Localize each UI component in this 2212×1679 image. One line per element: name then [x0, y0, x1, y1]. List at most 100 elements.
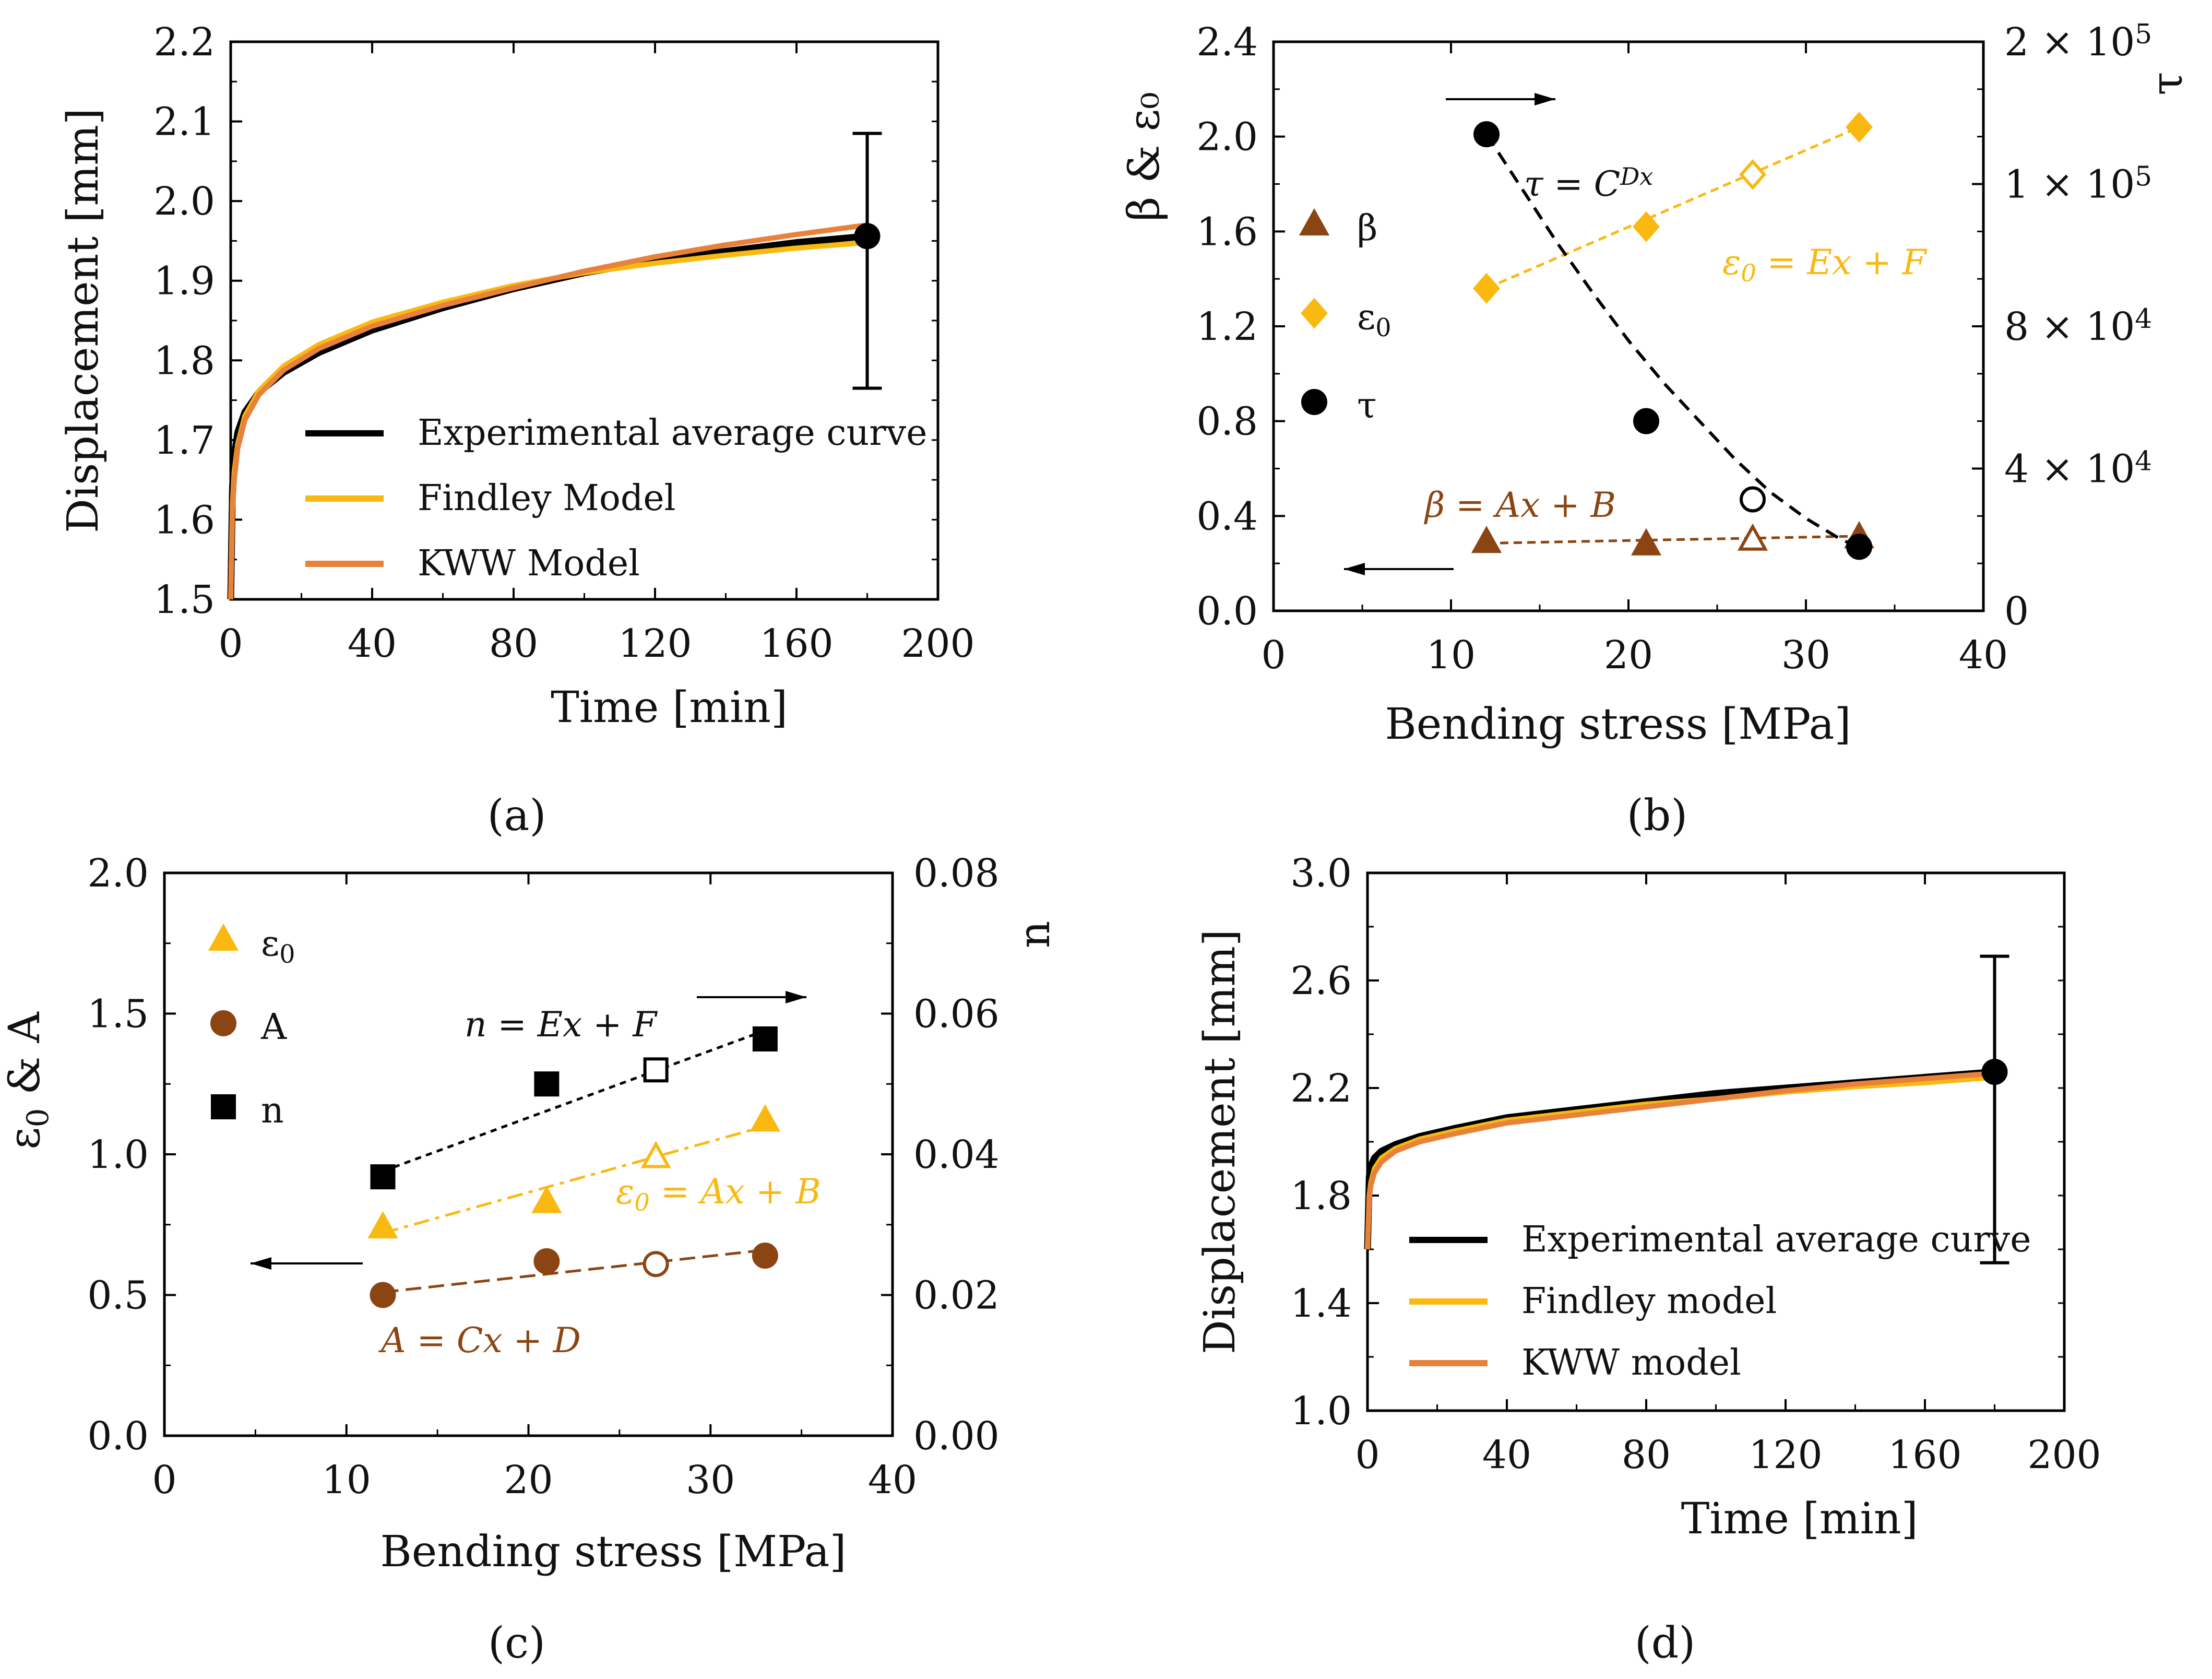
equation-eps: ε0 = Ex + F	[1722, 242, 1928, 287]
y2-tick-label: 0.06	[913, 992, 1000, 1037]
data-point-triangle	[531, 1186, 562, 1213]
legend-label-0: Experimental average curve	[418, 412, 927, 454]
arrow-left-head	[251, 1257, 271, 1270]
x-tick-label: 10	[1426, 633, 1476, 678]
arrow-right-head	[786, 991, 806, 1003]
legend-marker-0	[1299, 208, 1330, 235]
x-tick-label: 160	[1888, 1433, 1961, 1477]
x-tick-label: 40	[868, 1458, 917, 1503]
x-axis-label: Time [min]	[1681, 1494, 1918, 1544]
x-tick-label: 40	[1959, 633, 2008, 678]
data-point-triangle	[367, 1211, 398, 1239]
y-tick-label: 1.5	[153, 577, 215, 622]
fit-line-0	[1486, 535, 1860, 545]
equation-n: n = Ex + F	[465, 1004, 658, 1045]
panel-c: 0 10 20 30 40 0.0 0.5 1.0 1.5 2.0 0.00 0.02 0.04 0.06…	[0, 851, 1060, 1668]
x-tick-label: 0	[1261, 633, 1286, 678]
x-tick-label: 0	[218, 621, 243, 666]
y-tick-label: 2.0	[87, 851, 149, 896]
y-tick-label: 1.5	[87, 992, 149, 1037]
panel-b: 0 10 20 30 40 0.0 0.4 0.8 1.2 1.6 2.0 2.4 0 4 × 104 8 …	[1120, 19, 2192, 841]
legend-marker-1	[1301, 298, 1328, 329]
x-tick-label: 30	[686, 1458, 735, 1503]
y-tick-label: 0.4	[1196, 494, 1258, 539]
y-tick-label: 2.2	[153, 20, 215, 65]
arrow-left-head	[1344, 563, 1365, 575]
data-point-square	[643, 1057, 669, 1083]
y2-tick-label: 1 × 105	[2004, 161, 2152, 207]
plot-frame	[1366, 871, 2066, 1412]
legend-label-2: τ	[1357, 385, 1377, 427]
legend-marker-2	[1301, 389, 1327, 415]
x-tick-label: 160	[759, 621, 833, 666]
y-tick-label: 1.6	[153, 498, 215, 542]
y-tick-label: 2.1	[153, 100, 215, 145]
y2-tick-label: 0.08	[913, 851, 1000, 896]
y-tick-label: 1.9	[153, 259, 215, 304]
legend-label-1: Findley model	[1521, 1281, 1777, 1322]
data-point-circle	[752, 1243, 778, 1269]
x-tick-label: 120	[1749, 1433, 1822, 1477]
y-axis-label: β & ε₀	[1120, 92, 1169, 221]
series-line-2	[1365, 1070, 1995, 1250]
y-tick-label: 1.7	[153, 418, 215, 463]
data-point-square	[752, 1026, 778, 1052]
y-tick-label: 2.4	[1196, 20, 1258, 65]
x-tick-label: 80	[1622, 1433, 1671, 1477]
data-point-diamond	[1633, 211, 1660, 242]
y2-tick-label: 0.00	[913, 1414, 1000, 1459]
legend-label-0: ε0	[261, 923, 295, 969]
data-point-triangle	[1471, 526, 1502, 553]
x-axis-label: Time [min]	[551, 683, 788, 732]
equation-beta: β = Ax + B	[1423, 485, 1616, 525]
x-tick-label: 0	[1355, 1433, 1379, 1477]
data-point-triangle	[750, 1104, 780, 1132]
y2-tick-label: 8 × 104	[2004, 303, 2152, 349]
y-tick-label: 2.6	[1290, 959, 1352, 1003]
y-tick-label: 1.4	[1290, 1281, 1352, 1326]
y-tick-label: 3.0	[1290, 851, 1352, 896]
equation-tau: τ = CDx	[1524, 162, 1653, 204]
data-point-diamond	[1846, 111, 1873, 143]
data-point-circle	[1740, 486, 1766, 513]
y-tick-label: 0.5	[87, 1273, 149, 1318]
y-tick-label: 1.0	[87, 1132, 149, 1177]
x-tick-label: 200	[2027, 1433, 2101, 1477]
legend-marker-0	[208, 923, 239, 951]
legend-label-0: β	[1357, 208, 1377, 249]
series-line-2	[228, 222, 868, 600]
y2-tick-label: 0.04	[913, 1132, 1000, 1177]
y-tick-label: 1.6	[1196, 209, 1258, 254]
data-point-diamond	[1473, 273, 1500, 304]
legend-label-2: n	[261, 1090, 284, 1131]
legend-label-0: Experimental average curve	[1521, 1219, 2031, 1260]
y-axis-label: ε0 & A	[0, 1011, 55, 1150]
data-point-triangle	[1737, 523, 1768, 551]
endpoint-marker	[854, 223, 881, 250]
fit-line-1	[382, 1125, 766, 1235]
data-point-circle	[1846, 534, 1872, 560]
panel-d: 0 40 80 120 160 200 1.0 1.4 1.8 2.2 2.6 3.0 Experime…	[1195, 851, 2101, 1668]
equation-A: A = Cx + D	[378, 1320, 581, 1361]
fit-line-0	[382, 1029, 766, 1173]
x-axis-label: Bending stress [MPa]	[380, 1527, 847, 1577]
legend-label-2: KWW Model	[418, 543, 640, 584]
y-tick-label: 1.0	[1290, 1389, 1352, 1434]
y2-tick-label: 0	[2004, 589, 2029, 634]
y-tick-label: 2.0	[153, 179, 215, 224]
y-tick-label: 0.8	[1196, 399, 1258, 444]
x-tick-label: 20	[1604, 633, 1653, 678]
panel-label: (a)	[487, 791, 546, 841]
data-point-circle	[1473, 121, 1500, 148]
x-tick-label: 20	[504, 1458, 553, 1503]
panel-a: 0 40 80 120 160 200 1.5 1.6 1.7 1.8 1.9 2.0 2.1 2.2 Ex…	[58, 20, 975, 841]
y-tick-label: 1.8	[1290, 1174, 1352, 1219]
legend-marker-1	[210, 1010, 236, 1036]
y-tick-label: 0.0	[1196, 589, 1258, 634]
x-tick-label: 80	[489, 621, 538, 666]
legend-label-1: A	[260, 1007, 287, 1048]
y-axis-label: Displacement [mm]	[58, 108, 108, 533]
endpoint-marker	[1981, 1059, 2008, 1085]
y2-axis-label: τ	[2143, 72, 2192, 95]
